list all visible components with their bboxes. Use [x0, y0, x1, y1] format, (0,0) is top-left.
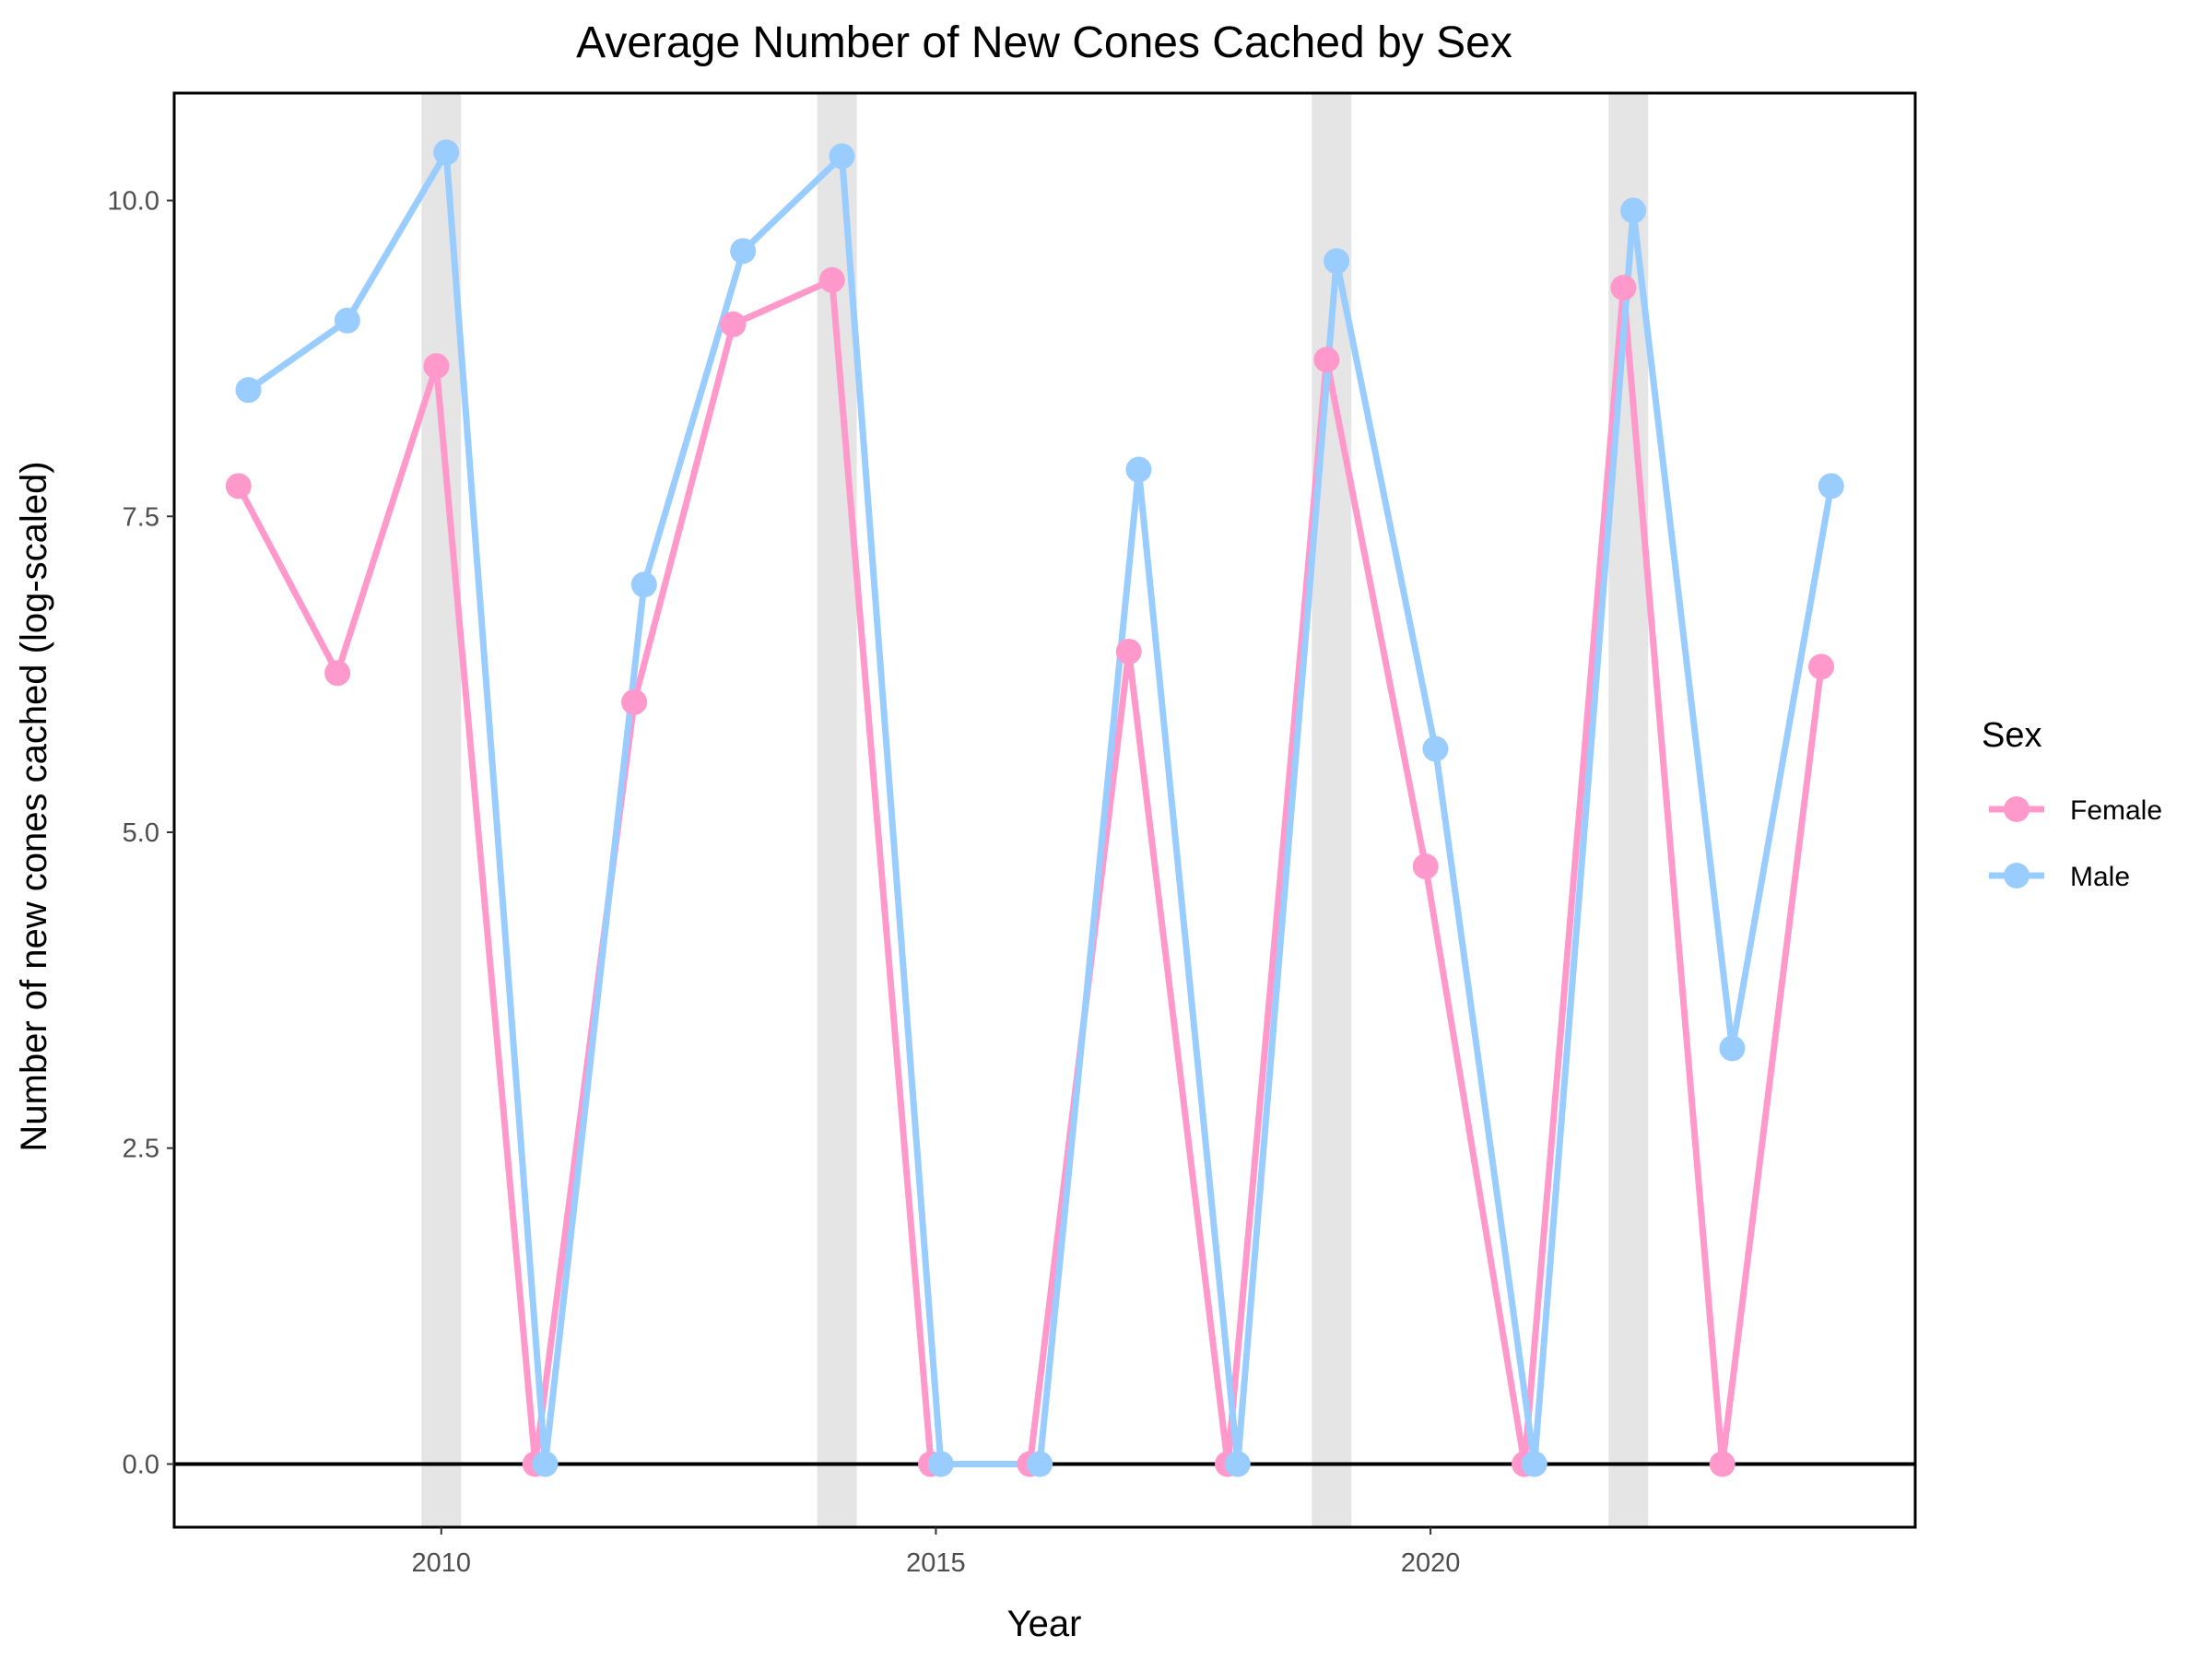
- legend-title: Sex: [1982, 716, 2041, 755]
- data-point-female: [1115, 638, 1142, 665]
- data-point-female: [1412, 853, 1439, 880]
- y-tick-label: 10.0: [108, 187, 159, 217]
- x-tick-label: 2015: [906, 1548, 966, 1578]
- legend-label-male: Male: [2070, 862, 2130, 892]
- legend-key-point: [2004, 863, 2030, 888]
- data-point-female: [1709, 1451, 1735, 1477]
- data-point-female: [1610, 275, 1637, 301]
- data-point-male: [235, 377, 262, 404]
- data-point-male: [1719, 1035, 1746, 1062]
- series-layer: [225, 139, 1844, 1477]
- data-point-female: [1313, 347, 1340, 373]
- data-point-male: [1027, 1451, 1053, 1477]
- data-point-male: [829, 143, 855, 170]
- y-tick-label: 2.5: [123, 1135, 159, 1164]
- data-point-male: [630, 571, 657, 598]
- series-line-male: [244, 148, 1835, 1467]
- data-point-male: [1620, 197, 1647, 224]
- legend: Sex Female Male: [1982, 716, 2162, 892]
- data-point-male: [1125, 456, 1152, 483]
- y-tick-label: 7.5: [123, 502, 159, 532]
- x-tick-label: 2010: [412, 1548, 472, 1578]
- data-point-male: [1422, 735, 1449, 762]
- plot-panel-border: [172, 91, 1917, 1529]
- data-point-male: [1324, 248, 1350, 275]
- data-point-male: [532, 1451, 559, 1477]
- highlight-bands: [421, 93, 1649, 1527]
- y-axis: 0.0 2.5 5.0 7.5 10.0: [108, 187, 174, 1479]
- data-point-female: [225, 473, 252, 500]
- data-point-female: [621, 688, 648, 715]
- legend-key-point: [2004, 796, 2030, 822]
- y-tick-label: 0.0: [123, 1450, 159, 1479]
- y-axis-title: Number of new cones cached (log-scaled): [14, 461, 54, 1151]
- x-axis: 2010 2015 2020: [412, 1527, 1461, 1578]
- data-point-male: [1818, 473, 1844, 500]
- x-tick-label: 2020: [1401, 1548, 1461, 1578]
- data-point-female: [818, 266, 845, 293]
- legend-label-female: Female: [2070, 795, 2162, 826]
- data-point-female: [423, 353, 450, 380]
- data-point-male: [927, 1451, 954, 1477]
- data-point-male: [730, 238, 757, 265]
- x-axis-title: Year: [1007, 1604, 1082, 1644]
- data-point-male: [433, 139, 460, 166]
- data-point-female: [1808, 653, 1835, 680]
- data-point-male: [1521, 1451, 1547, 1477]
- data-point-male: [1224, 1451, 1251, 1477]
- highlight-band: [421, 93, 462, 1527]
- data-point-female: [720, 311, 747, 337]
- chart-title: Average Number of New Cones Cached by Se…: [576, 18, 1512, 67]
- data-point-female: [324, 660, 351, 687]
- y-tick-label: 5.0: [123, 818, 159, 848]
- data-point-male: [334, 307, 360, 334]
